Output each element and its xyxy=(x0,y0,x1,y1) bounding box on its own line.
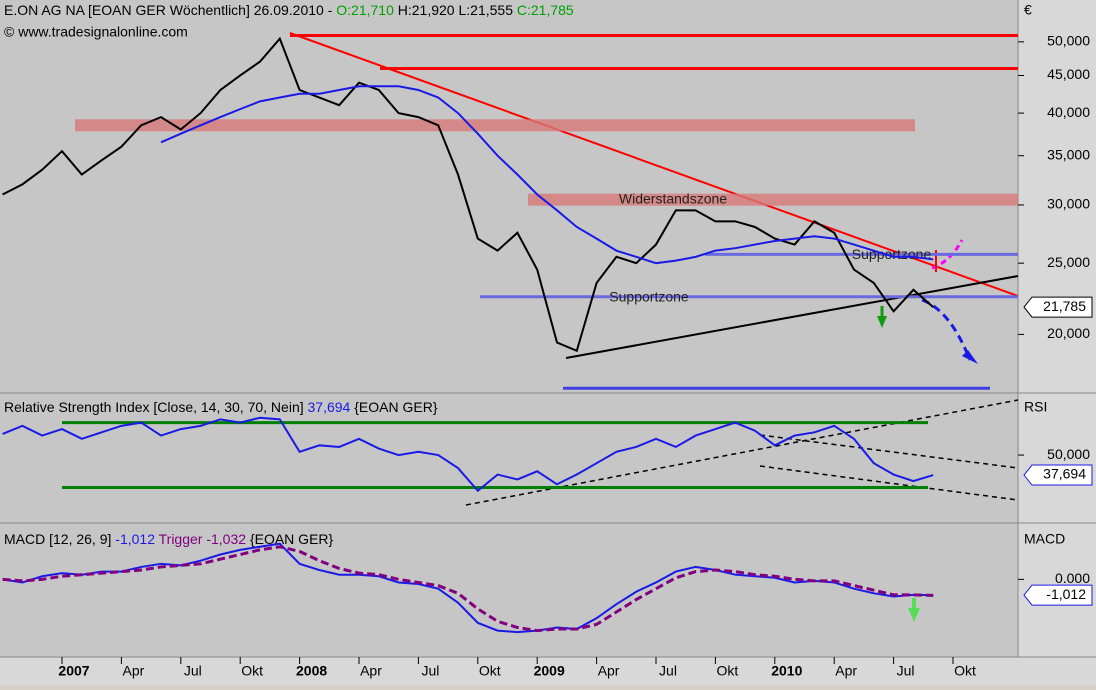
header: E.ON AG NA [EOAN GER Wöchentlich] 26.09.… xyxy=(4,2,574,18)
x-axis-bg xyxy=(0,657,1096,685)
trend-line xyxy=(759,434,1019,469)
zone xyxy=(528,193,1018,206)
value-box-label: 21,785 xyxy=(1043,298,1086,314)
low: L:21,555 xyxy=(458,2,513,18)
macd-title: MACD [12, 26, 9] xyxy=(4,531,111,547)
y-tick-label: 30,000 xyxy=(1047,196,1090,212)
y-tick-label: 25,000 xyxy=(1047,254,1090,270)
trend-line xyxy=(565,275,1019,359)
rsi-value: 37,694 xyxy=(308,399,351,415)
level-label: Widerstandszone xyxy=(619,190,727,206)
arrow-head xyxy=(908,608,920,622)
y-tick-label: 20,000 xyxy=(1047,325,1090,341)
value-box xyxy=(1023,464,1093,486)
trend-line xyxy=(289,32,1019,297)
x-tick-label: Okt xyxy=(954,663,976,679)
x-tick-label: 2010 xyxy=(771,663,802,679)
x-tick-label: Jul xyxy=(897,663,915,679)
x-tick-label: 2009 xyxy=(534,663,565,679)
title: E.ON AG NA [EOAN GER Wöchentlich] 26.09.… xyxy=(4,2,333,18)
arrow-head xyxy=(877,316,887,328)
series-line xyxy=(2,545,934,633)
axis-bg xyxy=(1018,0,1096,657)
x-tick-label: Jul xyxy=(421,663,439,679)
zone xyxy=(75,119,915,132)
copyright: © www.tradesignalonline.com xyxy=(4,24,188,40)
x-tick-label: Okt xyxy=(241,663,263,679)
plot-bg xyxy=(0,0,1018,657)
y-tick-label: 50,000 xyxy=(1047,446,1090,462)
level-label: Supportzone xyxy=(609,289,689,305)
value-box xyxy=(1023,584,1093,606)
unit: € xyxy=(1024,2,1032,18)
open: O:21,710 xyxy=(336,2,394,18)
series-line xyxy=(160,85,934,265)
rsi-title: Relative Strength Index [Close, 14, 30, … xyxy=(4,399,304,415)
close: C:21,785 xyxy=(517,2,574,18)
x-tick-label: Okt xyxy=(717,663,739,679)
macd-value: -1,012 xyxy=(115,531,155,547)
axis-label: RSI xyxy=(1024,399,1047,415)
y-tick-label: 40,000 xyxy=(1047,104,1090,120)
y-tick-label: 45,000 xyxy=(1047,66,1090,82)
x-tick-label: Apr xyxy=(360,663,382,679)
x-tick-label: Jul xyxy=(184,663,202,679)
symbol: {EOAN GER} xyxy=(250,531,334,547)
arrow-head xyxy=(962,350,978,364)
symbol: {EOAN GER} xyxy=(354,399,438,415)
trigger-name: Trigger xyxy=(159,531,203,547)
value-box-label: 37,694 xyxy=(1043,466,1086,482)
x-tick-label: Apr xyxy=(123,663,145,679)
x-tick-label: Jul xyxy=(659,663,677,679)
x-tick-label: Apr xyxy=(598,663,620,679)
series-line xyxy=(2,416,934,493)
y-tick-label: 0.000 xyxy=(1055,570,1090,586)
rsi-legend: Relative Strength Index [Close, 14, 30, … xyxy=(4,399,438,415)
high: H:21,920 xyxy=(398,2,455,18)
x-tick-label: Apr xyxy=(835,663,857,679)
macd-legend: MACD [12, 26, 9] -1,012 Trigger -1,032 {… xyxy=(4,531,334,547)
axis-label: MACD xyxy=(1024,531,1065,547)
x-tick-label: 2008 xyxy=(296,663,327,679)
arrow xyxy=(931,239,964,270)
value-box xyxy=(1023,296,1093,318)
x-tick-label: Okt xyxy=(479,663,501,679)
value-box-label: -1,012 xyxy=(1046,586,1086,602)
series-line xyxy=(2,542,934,634)
x-tick-label: 2007 xyxy=(58,663,89,679)
trend-line xyxy=(759,465,1019,501)
trigger-value: -1,032 xyxy=(206,531,246,547)
y-tick-label: 35,000 xyxy=(1047,146,1090,162)
y-tick-label: 50,000 xyxy=(1047,33,1090,49)
